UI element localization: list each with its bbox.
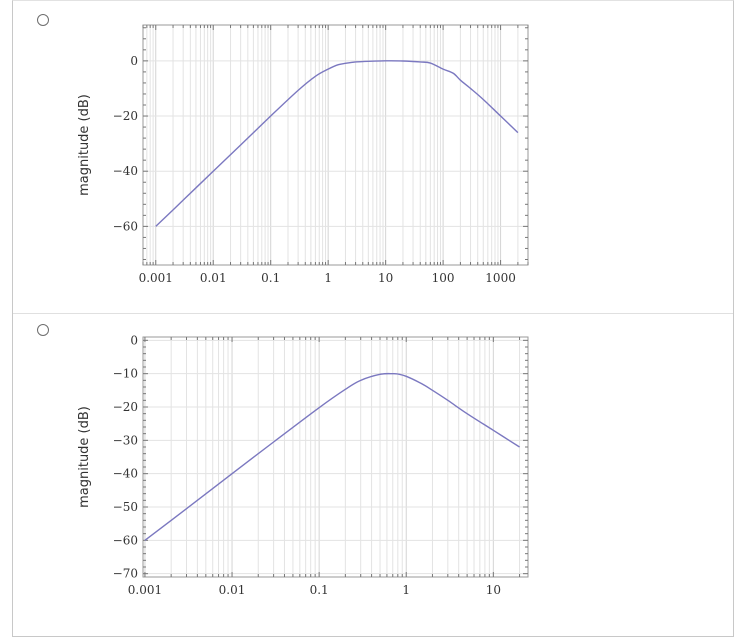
x-tick-label: 0.1 [261, 271, 280, 285]
y-axis-label: magnitude (dB) [77, 94, 92, 196]
option-divider [13, 313, 733, 314]
option-1-radio[interactable] [37, 14, 49, 26]
y-tick-label: 0 [130, 54, 138, 68]
y-tick-label: −20 [113, 109, 138, 123]
y-tick-label: −40 [113, 164, 138, 178]
x-tick-label: 0.001 [139, 271, 173, 285]
plot-frame [142, 24, 529, 266]
x-tick-label: 10 [378, 271, 393, 285]
x-tick-label: 1000 [485, 271, 516, 285]
series-line [155, 60, 519, 227]
x-tick-label: 0.01 [200, 271, 227, 285]
y-tick-label: −60 [113, 219, 138, 233]
grid-lines [142, 25, 529, 265]
x-tick-label: 100 [432, 271, 455, 285]
question-frame [12, 0, 734, 637]
x-tick-label: 1 [324, 271, 332, 285]
option-2-radio[interactable] [37, 324, 49, 336]
